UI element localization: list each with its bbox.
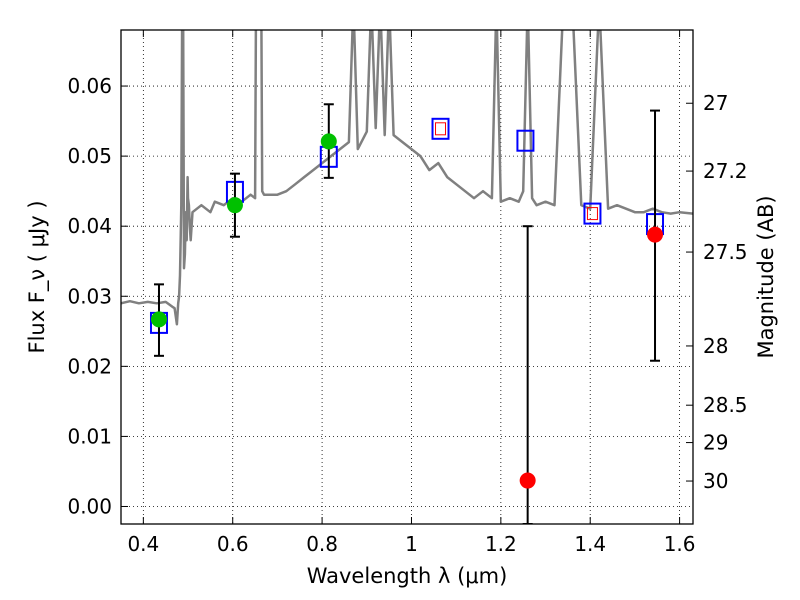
plot-frame xyxy=(120,29,694,525)
red-point xyxy=(647,226,664,243)
y-tick-label: 0.02 xyxy=(67,354,112,378)
green-point xyxy=(150,311,167,328)
y-tick-label: 0.05 xyxy=(67,144,112,168)
x-tick-label: 1.6 xyxy=(664,532,696,556)
x-axis-label: Wavelength λ (μm) xyxy=(307,564,508,588)
y-tick-label: 0.06 xyxy=(67,74,112,98)
y-tick-label: 0.01 xyxy=(67,424,112,448)
green-point xyxy=(226,197,243,214)
x-tick-label: 0.6 xyxy=(217,532,249,556)
y2-tick-label: 27.5 xyxy=(703,240,748,264)
red-point xyxy=(519,472,536,489)
x-tick-label: 1.2 xyxy=(485,532,517,556)
y2-tick-label: 29 xyxy=(703,431,728,455)
observed-points xyxy=(150,133,664,489)
model-square xyxy=(583,202,602,225)
y2-tick-label: 30 xyxy=(703,469,728,493)
y-tick-label: 0.00 xyxy=(67,494,112,518)
plot-area xyxy=(121,30,693,524)
x-tick-label: 1.4 xyxy=(574,532,606,556)
x-tick-label: 1 xyxy=(405,532,418,556)
plot-background xyxy=(121,30,693,524)
x-tick-label: 0.4 xyxy=(127,532,159,556)
y-tick-label: 0.04 xyxy=(67,214,112,238)
grid xyxy=(121,30,693,524)
y2-tick-label: 28.5 xyxy=(703,393,748,417)
model-square xyxy=(516,129,535,152)
y2-tick-label: 27 xyxy=(703,91,728,115)
red-square xyxy=(586,207,598,221)
y-axis-label: Flux F_ν ( μJy ) xyxy=(25,200,50,353)
red-square xyxy=(435,122,447,136)
y2-axis-label: Magnitude (AB) xyxy=(754,195,778,358)
y2-axis: 27 27.2 27.5 28 28.5 29 30 xyxy=(686,91,748,493)
y-tick-label: 0.03 xyxy=(67,284,112,308)
x-axis: 0.4 0.6 0.8 1 1.2 1.4 1.6 xyxy=(127,30,696,556)
x-tick-label: 0.8 xyxy=(306,532,338,556)
model-square xyxy=(431,117,450,140)
spectrum-line xyxy=(121,30,693,326)
y2-tick-label: 28 xyxy=(703,334,728,358)
y-axis: 0.00 0.01 0.02 0.03 0.04 0.05 0.06 xyxy=(67,74,128,518)
green-point xyxy=(320,133,337,150)
y2-tick-label: 27.2 xyxy=(703,159,748,183)
